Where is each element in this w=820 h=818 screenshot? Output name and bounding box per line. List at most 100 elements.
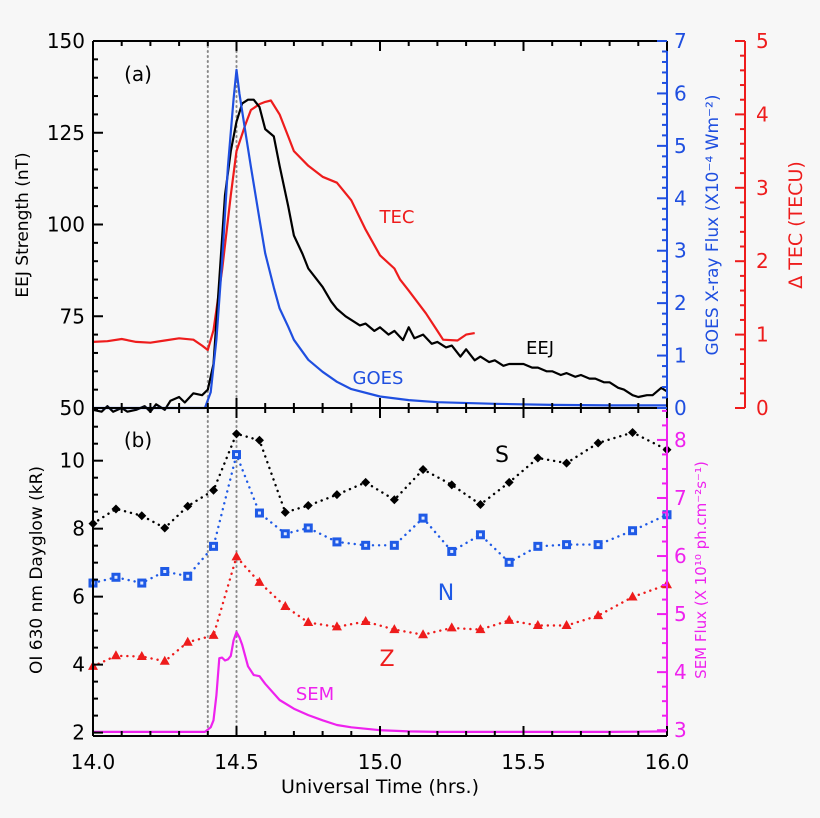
marker-z-triangle	[254, 576, 265, 586]
oi-tick-label: 4	[72, 653, 85, 677]
sem-tick-label: 4	[674, 660, 687, 684]
marker-s-diamond	[303, 501, 313, 511]
x-tick-label: 15.5	[501, 750, 546, 774]
marker-s-diamond	[628, 427, 638, 437]
goes-tick-label: 2	[674, 291, 687, 315]
sem-tick-label: 6	[674, 544, 687, 568]
tec-axis-title: Δ TEC (TECU)	[785, 161, 807, 289]
marker-z-triangle	[418, 629, 429, 639]
tec-tick-label: 1	[756, 323, 769, 347]
sem-tick-label: 3	[674, 718, 687, 742]
marker-z-triangle	[360, 615, 371, 625]
goes-tick-label: 7	[674, 29, 687, 53]
goes-tick-label: 0	[674, 396, 687, 420]
marker-z-triangle	[389, 624, 400, 634]
x-tick-label: 14.0	[71, 750, 116, 774]
eej-tick-label: 50	[60, 396, 85, 420]
goes-line	[93, 68, 667, 410]
marker-s-diamond	[475, 500, 485, 510]
oi-axis-title: OI 630 nm Dayglow (kR)	[27, 466, 47, 674]
marker-n-square-center	[114, 575, 118, 579]
marker-z-triangle	[532, 620, 543, 630]
marker-n-square-center	[507, 560, 511, 564]
oi-tick-label: 10	[60, 449, 85, 473]
marker-n-square-center	[140, 581, 144, 585]
goes-tick-label: 4	[674, 186, 687, 210]
marker-s-diamond	[232, 429, 241, 439]
marker-n-square-center	[235, 453, 238, 457]
marker-z-triangle	[280, 600, 291, 610]
oi-tick-label: 2	[72, 721, 85, 745]
series-s-annotation: S	[495, 443, 509, 468]
marker-z-triangle	[110, 650, 121, 660]
marker-s-diamond	[533, 453, 543, 463]
marker-n-square-center	[596, 543, 600, 547]
x-axis-title: Universal Time (hrs.)	[281, 776, 479, 798]
sem-tick-label: 8	[674, 428, 687, 452]
tec-tick-label: 4	[756, 102, 769, 126]
eej-line	[92, 98, 668, 413]
marker-z-triangle	[136, 650, 147, 660]
goes-annotation: GOES	[353, 368, 404, 389]
eej-tick-label: 100	[47, 213, 85, 237]
oi-tick-label: 8	[72, 517, 85, 541]
marker-n-square-center	[565, 543, 569, 547]
panel-label-b: (b)	[124, 428, 152, 452]
marker-n-square-center	[283, 532, 287, 536]
marker-z-triangle	[475, 624, 486, 634]
marker-n-square-center	[478, 533, 482, 537]
series-n-line	[91, 453, 669, 585]
marker-n-square-center	[212, 544, 216, 548]
marker-n-square-center	[364, 543, 368, 547]
series-z-line	[91, 555, 669, 668]
marker-n-square-center	[163, 569, 167, 573]
series-z-annotation: Z	[379, 647, 394, 672]
marker-s-diamond	[111, 504, 121, 514]
marker-s-diamond	[504, 477, 514, 487]
marker-n-square-center	[306, 526, 310, 530]
sem-tick-label: 7	[674, 486, 687, 510]
series-s-line	[91, 431, 669, 530]
sem-axis-title: SEM Flux (X 10¹⁰ ph.cm⁻²s⁻¹)	[692, 461, 710, 679]
panel-label-a: (a)	[124, 62, 152, 86]
sem-annotation: SEM	[296, 684, 334, 705]
marker-z-triangle	[182, 636, 193, 646]
marker-z-triangle	[231, 551, 242, 561]
marker-z-triangle	[627, 591, 638, 601]
marker-n-square-center	[421, 516, 425, 520]
marker-s-diamond	[447, 480, 457, 490]
marker-n-square-center	[257, 511, 261, 515]
goes-tick-label: 1	[674, 344, 687, 368]
marker-z-triangle	[159, 655, 170, 665]
goes-tick-label: 3	[674, 239, 687, 263]
tec-tick-label: 2	[756, 249, 769, 273]
marker-s-diamond	[280, 507, 290, 517]
marker-s-diamond	[209, 485, 219, 495]
series-n-annotation: N	[438, 581, 454, 606]
goes-axis-title: GOES X-ray Flux (X10⁻⁴ Wm⁻²)	[703, 95, 723, 356]
marker-z-triangle	[561, 620, 572, 630]
eej-annotation: EEJ	[526, 338, 554, 359]
marker-s-diamond	[332, 490, 342, 500]
marker-n-square-center	[536, 544, 540, 548]
eej-axis-title: EEJ Strength (nT)	[13, 152, 33, 297]
sem-tick-label: 5	[674, 602, 687, 626]
marker-z-triangle	[208, 629, 219, 639]
marker-s-diamond	[254, 435, 264, 445]
marker-n-square-center	[450, 549, 454, 553]
x-tick-label: 16.0	[645, 750, 690, 774]
goes-tick-label: 6	[674, 81, 687, 105]
marker-n-square-center	[631, 529, 635, 533]
tec-line	[92, 99, 475, 352]
marker-s-diamond	[361, 477, 371, 487]
marker-z-triangle	[446, 622, 457, 632]
x-tick-label: 15.0	[358, 750, 403, 774]
marker-s-diamond	[137, 511, 147, 521]
x-tick-label: 14.5	[214, 750, 259, 774]
marker-s-diamond	[418, 465, 428, 475]
marker-s-diamond	[562, 458, 572, 468]
marker-z-triangle	[504, 614, 515, 624]
marker-z-triangle	[331, 621, 342, 631]
marker-n-square-center	[335, 540, 339, 544]
